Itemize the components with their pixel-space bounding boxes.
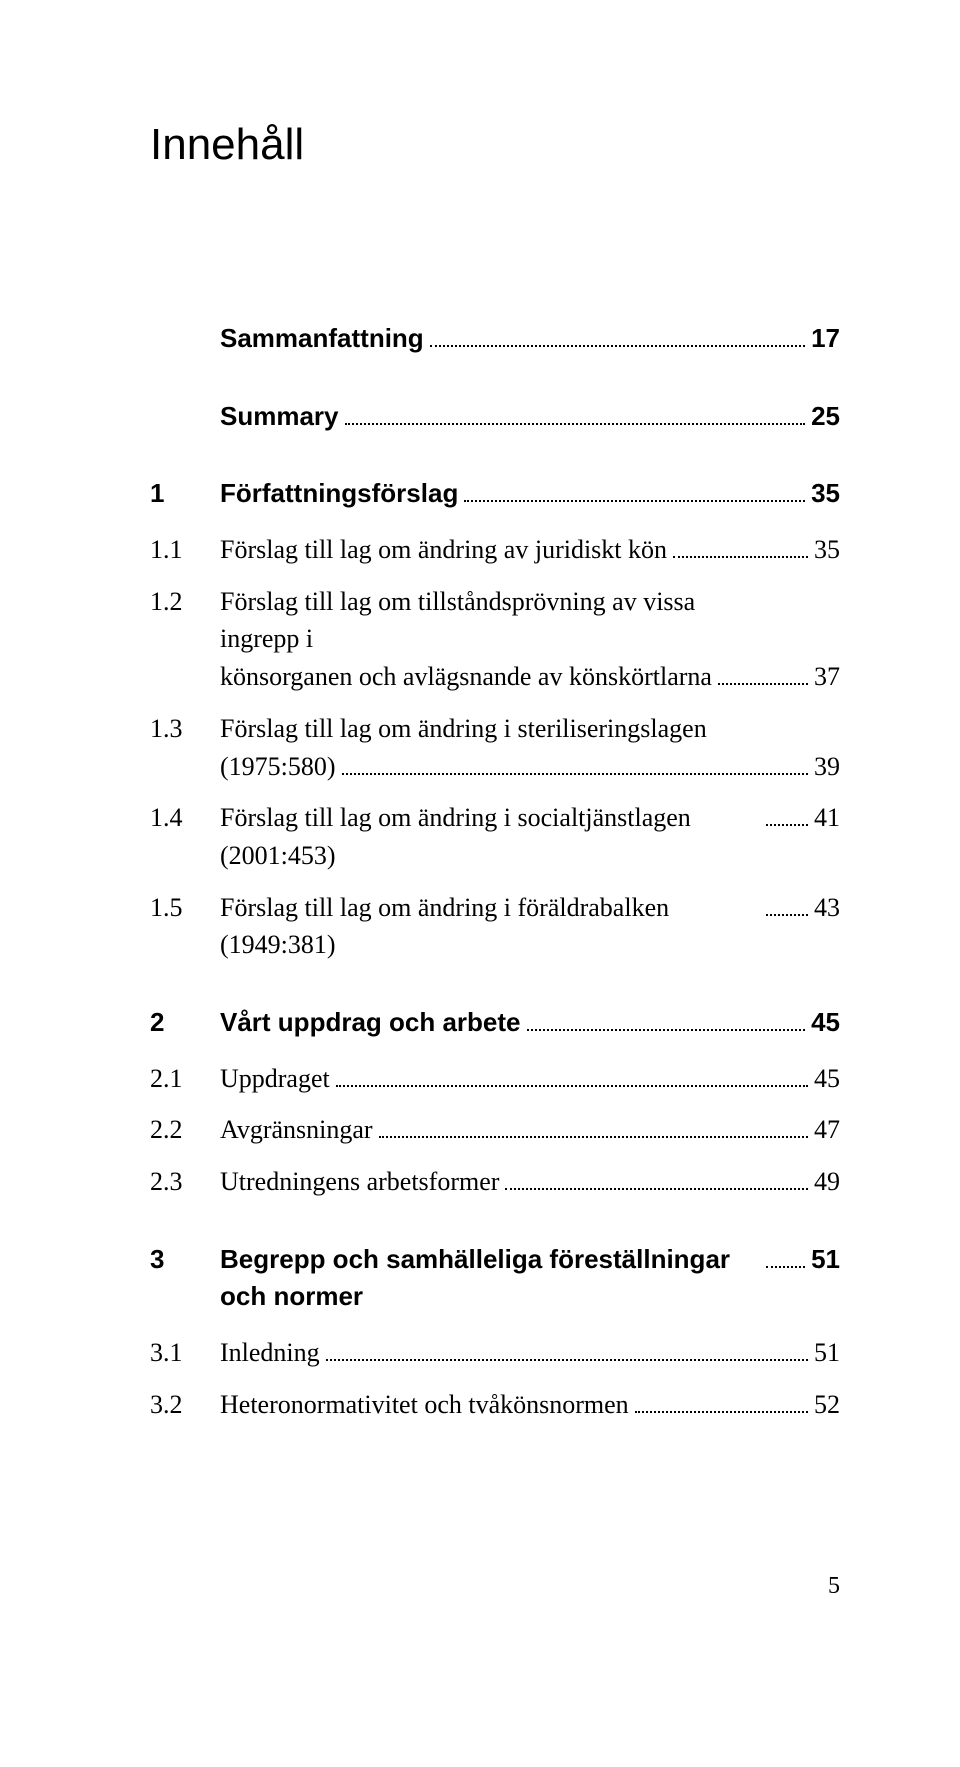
toc-entry: 1.1Förslag till lag om ändring av juridi… [150, 531, 840, 569]
toc-leader-dots [527, 1029, 806, 1031]
toc-leader-dots [379, 1136, 808, 1138]
toc-page: 51 [811, 1241, 840, 1279]
toc-label: Avgränsningar [220, 1111, 373, 1149]
toc-leader-dots [766, 1266, 805, 1268]
toc-entry: 3.2Heteronormativitet och tvåkönsnormen 5… [150, 1386, 840, 1424]
toc-page: 47 [814, 1111, 840, 1149]
toc-number: 2.1 [150, 1060, 220, 1098]
toc-entry: 1.3Förslag till lag om ändring i sterili… [150, 710, 840, 785]
toc-entry: 2.2Avgränsningar 47 [150, 1111, 840, 1149]
toc-number: 1.3 [150, 710, 220, 748]
toc-leader-dots [326, 1359, 808, 1361]
toc-entry: 3.1Inledning 51 [150, 1334, 840, 1372]
toc-leader-dots [718, 683, 808, 685]
toc-page: 45 [814, 1060, 840, 1098]
toc-label: Utredningens arbetsformer [220, 1163, 499, 1201]
toc-label: Begrepp och samhälleliga föreställningar… [220, 1241, 760, 1316]
toc-number: 3 [150, 1241, 220, 1279]
toc-entry: 3Begrepp och samhälleliga föreställninga… [150, 1241, 840, 1316]
toc-page: 52 [814, 1386, 840, 1424]
toc-label: Sammanfattning [220, 320, 424, 358]
toc-leader-dots [430, 345, 805, 347]
toc-label: (1975:580) [220, 748, 336, 786]
toc-page: 35 [811, 475, 840, 513]
toc-leader-dots [673, 556, 808, 558]
toc-entry: Summary 25 [150, 398, 840, 436]
toc-page: 45 [811, 1004, 840, 1042]
toc-label: Heteronormativitet och tvåkönsnormen [220, 1386, 629, 1424]
toc-page: 41 [814, 799, 840, 837]
toc-number: 1 [150, 475, 220, 513]
toc-label: Summary [220, 398, 339, 436]
toc-entry: 2.1Uppdraget 45 [150, 1060, 840, 1098]
toc-page: 39 [814, 748, 840, 786]
toc-leader-dots [336, 1085, 808, 1087]
toc-leader-dots [505, 1188, 808, 1190]
toc-number: 1.5 [150, 889, 220, 927]
page-number: 5 [150, 1573, 840, 1600]
toc-label: Förslag till lag om ändring i steriliser… [220, 710, 707, 748]
toc-page: 17 [811, 320, 840, 358]
toc-page: 25 [811, 398, 840, 436]
toc-number: 1.1 [150, 531, 220, 569]
toc-page: 37 [814, 658, 840, 696]
toc-leader-dots [766, 914, 808, 916]
toc-label: Förslag till lag om ändring av juridiskt… [220, 531, 667, 569]
toc-number: 1.4 [150, 799, 220, 837]
page-title: Innehåll [150, 120, 840, 170]
toc-label: Förslag till lag om tillståndsprövning a… [220, 583, 760, 658]
toc-number: 3.1 [150, 1334, 220, 1372]
toc-page: 35 [814, 531, 840, 569]
toc-entry: 1.2Förslag till lag om tillståndsprövnin… [150, 583, 840, 696]
toc-entry: 1.4Förslag till lag om ändring i socialt… [150, 799, 840, 874]
toc-label: Förslag till lag om ändring i föräldraba… [220, 889, 760, 964]
toc-leader-dots [345, 423, 806, 425]
toc-page: 49 [814, 1163, 840, 1201]
toc-label: Förslag till lag om ändring i socialtjän… [220, 799, 760, 874]
toc-number: 2.3 [150, 1163, 220, 1201]
toc-number: 3.2 [150, 1386, 220, 1424]
toc-label: Uppdraget [220, 1060, 330, 1098]
toc-entry: 1.5Förslag till lag om ändring i föräldr… [150, 889, 840, 964]
toc-leader-dots [766, 824, 808, 826]
toc-page: 51 [814, 1334, 840, 1372]
toc-leader-dots [342, 773, 808, 775]
toc-entry: 1Författningsförslag 35 [150, 475, 840, 513]
toc-label: Inledning [220, 1334, 320, 1372]
toc-number: 2 [150, 1004, 220, 1042]
toc-label: Vårt uppdrag och arbete [220, 1004, 521, 1042]
toc-label: könsorganen och avlägsnande av könskörtl… [220, 658, 712, 696]
toc-page: 43 [814, 889, 840, 927]
toc-entry: 2Vårt uppdrag och arbete 45 [150, 1004, 840, 1042]
toc-leader-dots [635, 1411, 808, 1413]
toc-number: 2.2 [150, 1111, 220, 1149]
table-of-contents: Sammanfattning17Summary251Författningsfö… [150, 320, 840, 1423]
toc-number: 1.2 [150, 583, 220, 621]
toc-leader-dots [464, 500, 805, 502]
toc-label: Författningsförslag [220, 475, 458, 513]
toc-entry: 2.3Utredningens arbetsformer 49 [150, 1163, 840, 1201]
toc-entry: Sammanfattning 17 [150, 320, 840, 358]
